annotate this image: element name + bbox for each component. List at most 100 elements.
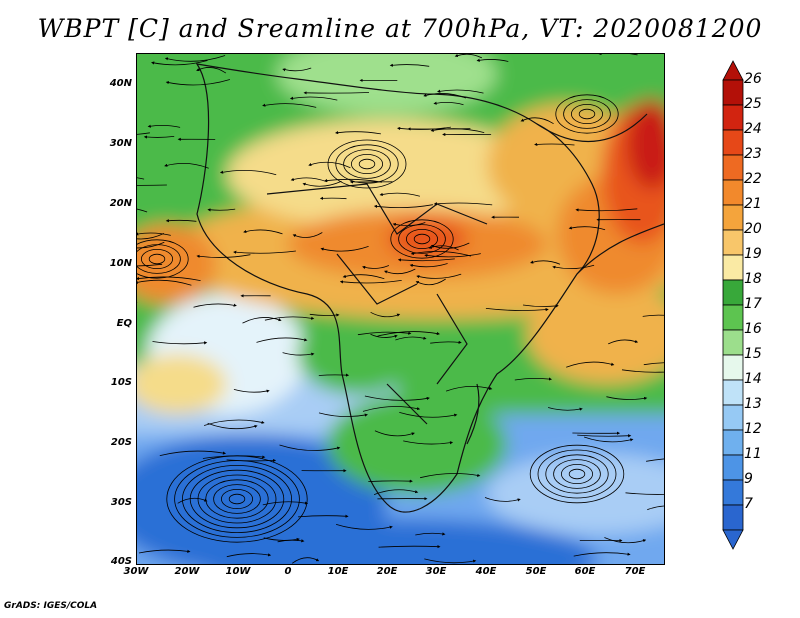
streamline-vortex <box>405 228 438 249</box>
colorbar-label: 9 <box>744 471 753 487</box>
colorbar-label: 26 <box>744 71 762 87</box>
streamline <box>193 303 237 308</box>
streamline <box>575 208 638 212</box>
streamline-vortex <box>568 468 586 480</box>
streamline <box>476 58 509 62</box>
streamline <box>233 250 296 254</box>
streamline <box>362 406 421 412</box>
streamline <box>433 202 493 206</box>
streamlines <box>137 54 664 564</box>
streamline <box>282 352 315 356</box>
streamline <box>433 101 464 106</box>
wbpt-streamline-map <box>136 53 665 565</box>
streamline <box>374 430 415 437</box>
streamline <box>445 385 493 392</box>
streamline <box>364 395 430 401</box>
streamline <box>395 336 427 341</box>
streamline <box>219 169 277 176</box>
lon-label: 40E <box>475 566 497 577</box>
lon-label: 20W <box>174 566 200 577</box>
colorbar-label: 11 <box>744 446 762 462</box>
streamline <box>377 331 440 337</box>
streamline <box>403 440 454 445</box>
streamline <box>379 192 421 197</box>
streamline <box>608 339 639 345</box>
streamline <box>282 67 312 72</box>
streamline <box>297 514 349 518</box>
streamline-vortex <box>140 248 174 269</box>
streamline <box>137 132 150 135</box>
streamline <box>143 135 175 139</box>
colorbar-cell <box>722 279 744 306</box>
colorbar-cell <box>722 79 744 106</box>
streamline-vortex <box>553 459 601 489</box>
streamline <box>242 317 282 324</box>
lon-label: 30W <box>123 566 149 577</box>
streamline <box>362 265 390 269</box>
streamline <box>320 246 369 252</box>
streamline-vortex <box>343 149 391 179</box>
streamline-vortex <box>189 469 285 529</box>
colorbar-label: 16 <box>744 321 762 337</box>
lon-label: 10W <box>225 566 251 577</box>
streamline <box>647 505 664 511</box>
streamline <box>384 268 416 275</box>
streamline <box>303 91 370 95</box>
colorbar-cell <box>722 379 744 406</box>
streamline-vortex <box>537 449 617 499</box>
streamline <box>262 103 317 108</box>
streamline-vortex <box>197 474 277 524</box>
temperature-field <box>137 54 664 564</box>
colorbar-cell <box>722 479 744 506</box>
streamline-vortex <box>335 144 399 184</box>
streamline <box>159 450 227 456</box>
lat-label: 40N <box>109 78 132 89</box>
streamline <box>279 444 341 451</box>
streamline <box>437 89 484 94</box>
colorbar-cell <box>722 254 744 281</box>
lon-label: 30E <box>425 566 447 577</box>
lon-label: 10E <box>327 566 349 577</box>
colorbar-label: 21 <box>744 196 762 212</box>
streamline <box>416 273 462 279</box>
streamline <box>264 316 315 321</box>
streamline-vortex <box>578 108 596 120</box>
streamline <box>202 455 266 459</box>
lon-label: 60E <box>574 566 596 577</box>
streamline <box>138 549 191 554</box>
streamline <box>566 361 615 368</box>
streamline <box>137 276 201 281</box>
colorbar <box>722 60 744 550</box>
streamline <box>430 242 470 249</box>
streamline-vortex <box>560 463 593 484</box>
streamline <box>389 63 430 67</box>
colorbar-cell <box>722 304 744 331</box>
colorbar-label: 13 <box>744 396 762 412</box>
streamline <box>415 278 446 286</box>
streamline <box>430 340 462 344</box>
colorbar-cell <box>722 329 744 356</box>
streamline <box>552 264 595 269</box>
streamline <box>409 263 448 268</box>
colorbar-cell <box>722 504 744 531</box>
streamline <box>137 177 145 180</box>
streamline <box>368 479 413 483</box>
streamline <box>207 422 258 430</box>
streamline <box>342 274 385 280</box>
colorbar-label: 19 <box>744 246 762 262</box>
colorbar-label: 15 <box>744 346 762 362</box>
streamline <box>373 489 419 495</box>
streamline-vortex <box>327 139 407 189</box>
streamline <box>577 434 632 438</box>
coastlines <box>195 63 664 513</box>
lat-label: 30N <box>109 138 132 149</box>
colorbar-bottom-arrow <box>722 529 744 550</box>
streamline <box>484 497 521 502</box>
lon-label: 0 <box>284 566 292 577</box>
colorbar-label: 25 <box>744 96 762 112</box>
streamline-vortex <box>182 464 292 533</box>
streamline <box>573 552 631 557</box>
colorbar-cell <box>722 354 744 381</box>
streamline-vortex <box>398 224 446 254</box>
streamline <box>415 532 446 536</box>
